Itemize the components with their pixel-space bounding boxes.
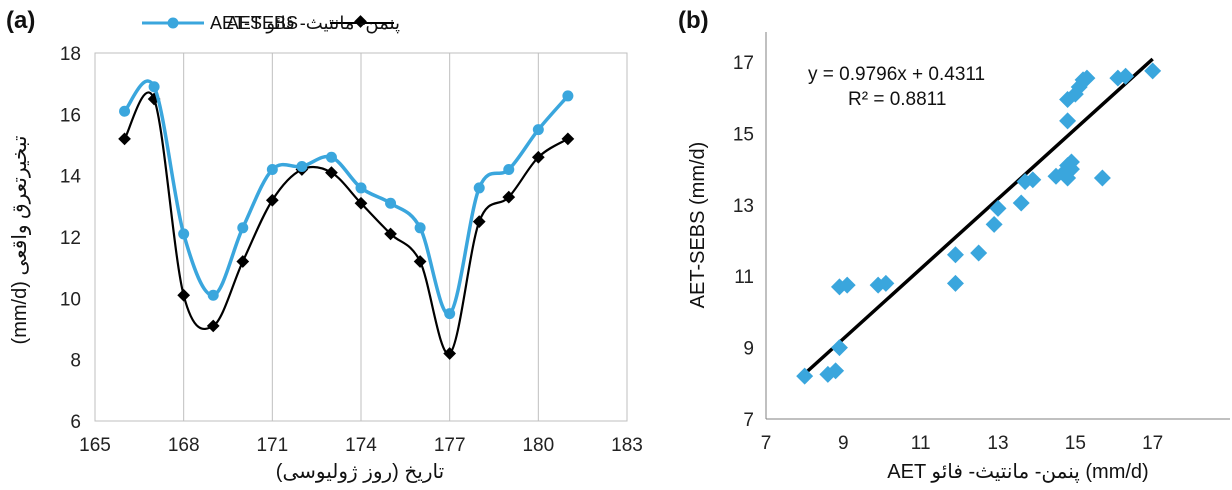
- scatter-point: [1012, 194, 1030, 212]
- scatter-point: [830, 339, 848, 357]
- data-point-sebs: [385, 197, 397, 209]
- panel-b-points: [796, 62, 1162, 385]
- y-tick-label: 6: [70, 412, 81, 433]
- x-tick-label: 15: [1065, 433, 1086, 454]
- scatter-point: [985, 215, 1003, 233]
- data-point-fao: [325, 166, 338, 179]
- y-tick-label: 9: [743, 339, 754, 360]
- x-tick-label: 11: [911, 433, 931, 454]
- y-tick-label: 16: [60, 105, 81, 126]
- data-point-sebs: [325, 151, 337, 163]
- x-tick-label: 177: [434, 435, 466, 456]
- data-point-sebs: [473, 182, 485, 194]
- data-point-fao: [413, 255, 427, 268]
- data-point-fao: [236, 255, 250, 268]
- panel-b-trendline: [803, 57, 1154, 376]
- data-point-fao: [354, 196, 368, 210]
- data-point-fao: [265, 193, 279, 207]
- series-line-sebs: [123, 79, 570, 316]
- data-point-fao: [561, 132, 575, 146]
- data-point-fao: [206, 319, 220, 333]
- x-tick-label: 183: [611, 435, 643, 456]
- legend-label-fao: AET پنمن- مانتیث- فائو: [227, 13, 400, 34]
- data-point-sebs: [503, 164, 515, 176]
- y-tick-label: 17: [733, 53, 754, 74]
- data-point-sebs: [444, 308, 456, 320]
- data-point-fao: [472, 215, 486, 229]
- y-tick-label: 18: [60, 44, 81, 65]
- scatter-point: [989, 199, 1007, 217]
- data-point-sebs: [178, 228, 190, 240]
- panel-a: (a) AET-SEBS AET پنمن- مانتیث- فائو 6 8 10…: [6, 7, 643, 483]
- panel-a-gridlines: [183, 53, 539, 421]
- x-tick-label: 13: [987, 433, 1008, 454]
- x-tick-label: 171: [256, 435, 288, 456]
- data-point-fao: [502, 190, 516, 204]
- y-tick-label: 12: [60, 228, 81, 249]
- data-point-sebs: [119, 105, 131, 117]
- x-tick-label: 9: [838, 433, 849, 454]
- scatter-point: [1059, 112, 1077, 130]
- scatter-point: [838, 276, 856, 294]
- panel-a-x-axis-title: تاریخ (روز ژولیوسی): [276, 461, 444, 483]
- data-point-fao: [177, 288, 191, 302]
- legend-label-sebs: AET-SEBS: [210, 13, 298, 33]
- data-point-sebs: [414, 222, 426, 234]
- panel-a-y-axis-title: تبخیرتعرق واقعی (mm/d): [9, 136, 31, 345]
- scatter-point: [796, 367, 814, 385]
- panel-b-label: (b): [678, 7, 709, 34]
- data-point-sebs: [148, 81, 160, 93]
- legend-marker-fao: [354, 15, 367, 28]
- trendline: [803, 57, 1154, 376]
- r-squared-label: R² = 0.8811: [848, 89, 946, 110]
- scatter-point: [1093, 169, 1111, 187]
- scatter-point: [946, 274, 964, 292]
- y-tick-label: 10: [60, 289, 81, 310]
- scatter-point: [970, 244, 988, 262]
- data-point-sebs: [207, 289, 219, 301]
- panel-b: (b) 7 9 11 13 15 17 7 9 11 13 15 17 y = 0.9796x + …: [678, 7, 1230, 484]
- panel-a-series: [118, 79, 575, 360]
- data-point-sebs: [562, 90, 574, 102]
- regression-equation: y = 0.9796x + 0.4311: [808, 64, 985, 85]
- data-point-sebs: [237, 222, 249, 234]
- panel-a-y-tick-labels: 6 8 10 12 14 16 18: [60, 44, 82, 433]
- scatter-point: [946, 246, 964, 264]
- x-tick-label: 7: [761, 433, 772, 454]
- y-tick-label: 8: [70, 351, 81, 372]
- scatter-point: [827, 362, 845, 380]
- x-tick-label: 168: [168, 435, 200, 456]
- data-point-sebs: [296, 160, 308, 172]
- panel-b-y-axis-title: AET-SEBS (mm/d): [687, 142, 709, 309]
- panel-a-legend: AET-SEBS AET پنمن- مانتیث- فائو: [142, 13, 400, 34]
- data-point-fao: [443, 347, 457, 360]
- data-point-sebs: [266, 164, 278, 176]
- panel-b-x-axis-title: AET پنمن- مانتیث- فائو (mm/d): [887, 461, 1148, 484]
- y-tick-label: 7: [743, 410, 754, 431]
- y-tick-label: 15: [733, 124, 754, 145]
- y-tick-label: 11: [734, 267, 754, 288]
- x-tick-label: 174: [345, 435, 377, 456]
- panel-b-x-tick-labels: 7 9 11 13 15 17: [761, 433, 1164, 454]
- scatter-point: [877, 274, 895, 292]
- data-point-sebs: [532, 124, 544, 136]
- x-tick-label: 17: [1142, 433, 1163, 454]
- series-line-fao: [123, 91, 569, 355]
- panel-a-x-tick-labels: 165 168 171 174 177 180 183: [79, 435, 643, 456]
- legend-marker-sebs: [167, 17, 179, 29]
- data-point-fao: [118, 132, 131, 146]
- y-tick-label: 13: [733, 196, 754, 217]
- data-point-sebs: [355, 182, 367, 194]
- y-tick-label: 14: [60, 167, 82, 188]
- data-point-fao: [384, 227, 397, 241]
- x-tick-label: 180: [522, 435, 554, 456]
- panel-b-y-tick-labels: 7 9 11 13 15 17: [733, 53, 754, 431]
- panel-a-label: (a): [6, 7, 35, 34]
- x-tick-label: 165: [79, 435, 111, 456]
